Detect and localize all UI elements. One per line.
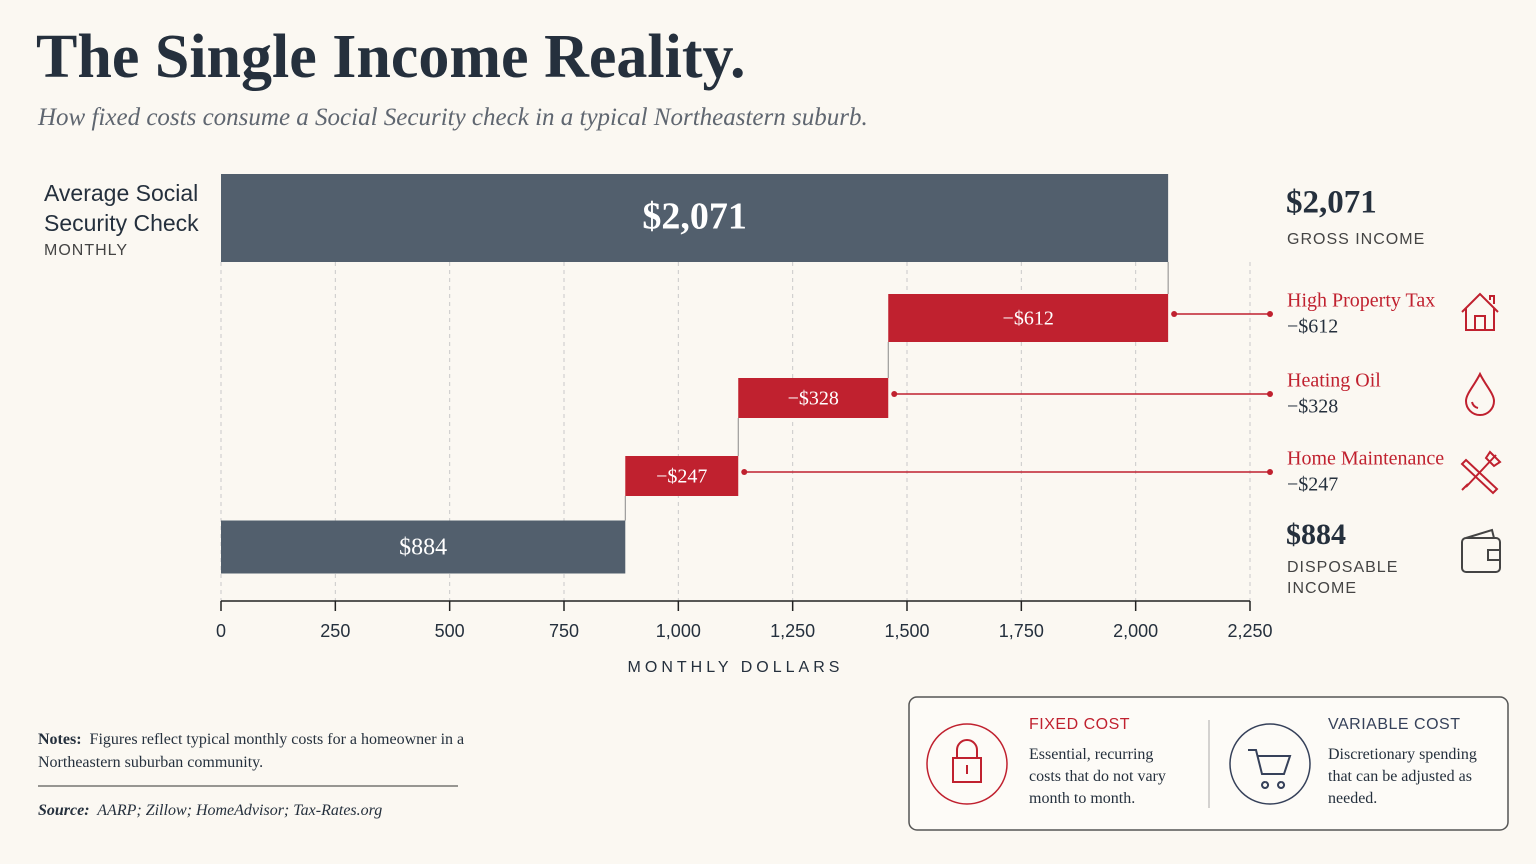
leader-dot — [1267, 311, 1273, 317]
legend-text: Discretionary spending that can be adjus… — [1328, 746, 1477, 807]
icons — [1460, 292, 1502, 573]
source-text: AARP; Zillow; HomeAdvisor; Tax-Rates.org — [97, 802, 383, 819]
side-value: −$328 — [1287, 396, 1338, 418]
category-label: Average Social Security Check — [44, 180, 199, 236]
bar — [625, 456, 739, 496]
x-tick-label: 1,750 — [999, 621, 1044, 641]
x-axis-title: MONTHLY DOLLARS — [628, 659, 844, 676]
subtitle: How fixed costs consume a Social Securit… — [38, 104, 868, 131]
lock-icon — [952, 739, 982, 783]
leader-dot — [891, 391, 898, 397]
source: Source: AARP; Zillow; HomeAdvisor; Tax-R… — [38, 802, 382, 820]
side-label: DISPOSABLE INCOME — [1287, 559, 1399, 597]
x-tick-label: 0 — [216, 621, 226, 641]
legend-title: VARIABLE COST — [1328, 716, 1461, 733]
notes-label: Notes: — [38, 731, 82, 748]
bar-label: −$612 — [1003, 308, 1054, 330]
leader-dot — [1267, 391, 1273, 397]
x-tick-label: 1,500 — [884, 621, 929, 641]
x-tick-label: 2,000 — [1113, 621, 1158, 641]
bar — [738, 378, 889, 418]
tools-icon — [1460, 450, 1502, 495]
source-label: Source: — [38, 802, 90, 819]
bar — [888, 294, 1169, 342]
bar — [221, 174, 1169, 262]
x-tick-label: 500 — [435, 621, 465, 641]
x-tick-label: 750 — [549, 621, 579, 641]
bar-label: $884 — [399, 535, 447, 561]
x-tick-label: 1,250 — [770, 621, 815, 641]
leader-dot — [741, 469, 748, 475]
leader-dot — [1267, 469, 1273, 475]
variable-icon-circle — [1229, 723, 1311, 805]
category-note: MONTHLY — [44, 242, 129, 259]
side-label: GROSS INCOME — [1287, 231, 1425, 248]
legend-text: Essential, recurring costs that do not v… — [1029, 746, 1166, 807]
x-tick-label: 1,000 — [656, 621, 701, 641]
house-icon — [1461, 292, 1499, 331]
leader-dot — [1171, 311, 1178, 317]
bar-label: $2,071 — [642, 196, 747, 238]
wallet-icon — [1461, 537, 1501, 573]
side-value: −$247 — [1287, 474, 1338, 496]
x-tick-label: 250 — [320, 621, 350, 641]
wallet-detail — [1465, 528, 1501, 561]
x-tick-label: 2,250 — [1227, 621, 1272, 641]
bar — [221, 520, 626, 574]
side-label: High Property Tax — [1287, 290, 1435, 312]
notes: Notes: Figures reflect typical monthly c… — [38, 728, 468, 774]
side-value: $884 — [1286, 518, 1346, 551]
bar-label: −$328 — [788, 388, 839, 410]
side-label: Heating Oil — [1287, 370, 1381, 392]
fixed-icon-circle — [926, 723, 1008, 805]
bar-label: −$247 — [656, 466, 707, 488]
title: The Single Income Reality. — [36, 23, 746, 91]
legend-title: FIXED COST — [1029, 716, 1131, 733]
side-label: Home Maintenance — [1287, 448, 1444, 470]
side-value: −$612 — [1287, 316, 1338, 338]
side-value: $2,071 — [1286, 185, 1377, 221]
cart-icon — [1248, 749, 1292, 789]
notes-text: Figures reflect typical monthly costs fo… — [38, 731, 465, 771]
drop-icon — [1464, 371, 1496, 416]
